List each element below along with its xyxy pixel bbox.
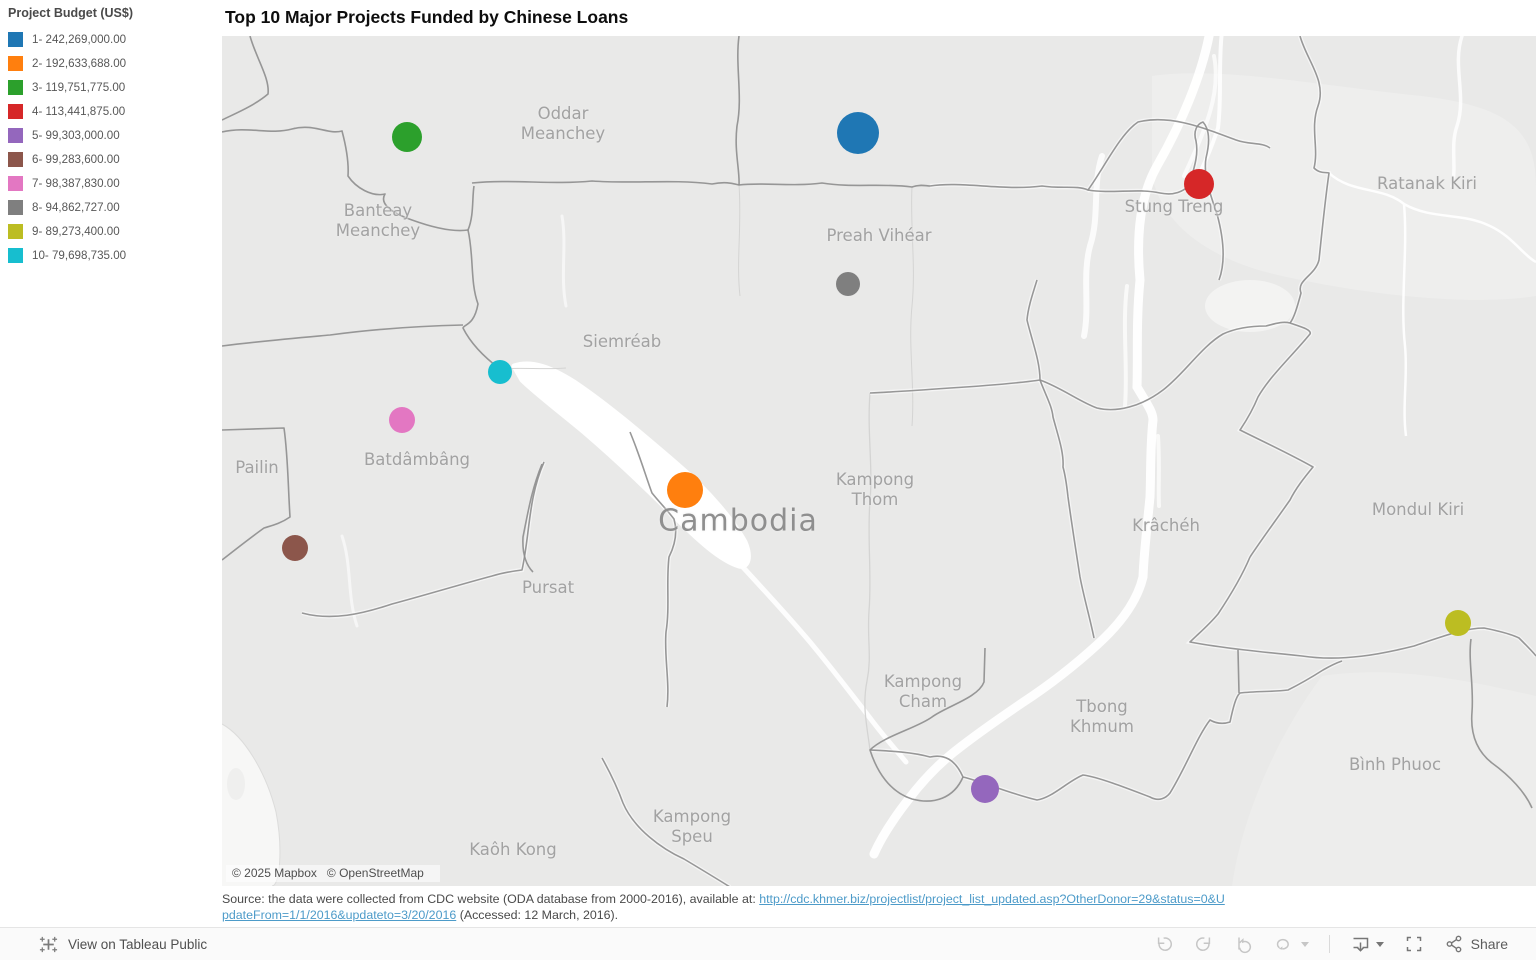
- legend-item[interactable]: 4- 113,441,875.00: [8, 99, 214, 123]
- legend-item-label: 10- 79,698,735.00: [32, 248, 127, 262]
- download-caret-icon: [1375, 941, 1384, 947]
- legend-item-label: 3- 119,751,775.00: [32, 80, 126, 94]
- redo-button[interactable]: [1184, 931, 1224, 957]
- refresh-caret-icon: [1300, 941, 1309, 947]
- tableau-toolbar: View on Tableau Public: [0, 927, 1536, 960]
- legend-swatch: [8, 151, 23, 167]
- legend-item-label: 9- 89,273,400.00: [32, 224, 120, 238]
- legend-item[interactable]: 7- 98,387,830.00: [8, 171, 214, 195]
- project-bubble-rank-8[interactable]: [836, 272, 860, 296]
- legend-swatch: [8, 223, 23, 239]
- legend-item[interactable]: 3- 119,751,775.00: [8, 75, 214, 99]
- legend-swatch: [8, 127, 23, 143]
- refresh-icon: [1276, 938, 1289, 950]
- project-bubble-rank-5[interactable]: [971, 775, 999, 803]
- view-on-tableau-public-button[interactable]: View on Tableau Public: [38, 934, 207, 955]
- province-borders-light: [1328, 172, 1536, 437]
- sea: [222, 724, 280, 886]
- share-label: Share: [1470, 936, 1508, 952]
- legend-item[interactable]: 6- 99,283,600.00: [8, 147, 214, 171]
- legend-item-label: 1- 242,269,000.00: [32, 32, 127, 46]
- fullscreen-button[interactable]: [1394, 931, 1434, 957]
- map-attribution: © 2025 Mapbox © OpenStreetMap: [226, 865, 440, 882]
- legend-swatch: [8, 31, 23, 47]
- share-button[interactable]: Share: [1434, 931, 1518, 957]
- map-canvas[interactable]: Oddar Meanchey Banteay Meanchey Preah Vihé…: [222, 36, 1536, 886]
- legend-item-label: 5- 99,303,000.00: [32, 128, 120, 142]
- toolbar-actions: Share: [1144, 931, 1518, 957]
- legend-item-label: 8- 94,862,727.00: [32, 200, 120, 214]
- basemap-svg: [222, 36, 1536, 886]
- legend-item-label: 4- 113,441,875.00: [32, 104, 126, 118]
- island: [227, 768, 245, 800]
- download-button[interactable]: [1340, 931, 1394, 957]
- legend-title: Project Budget (US$): [8, 6, 134, 20]
- project-bubble-rank-6[interactable]: [282, 535, 308, 561]
- project-bubble-rank-1[interactable]: [837, 112, 879, 154]
- rivers: [340, 36, 1464, 859]
- fullscreen-icon: [1406, 936, 1421, 952]
- download-icon: [1353, 937, 1368, 952]
- source-caption: Source: the data were collected from CDC…: [222, 891, 1227, 923]
- project-bubble-rank-7[interactable]: [389, 407, 415, 433]
- legend-item-label: 7- 98,387,830.00: [32, 176, 120, 190]
- replay-icon: [1237, 937, 1251, 954]
- toolbar-divider: [1328, 935, 1330, 953]
- tableau-logo-icon: [39, 936, 58, 952]
- project-bubble-rank-9[interactable]: [1445, 610, 1471, 636]
- source-link[interactable]: http://cdc.khmer.biz/projectlist/project…: [222, 892, 1225, 922]
- mapbox-attribution-link[interactable]: © 2025 Mapbox: [232, 866, 317, 880]
- legend-item[interactable]: 9- 89,273,400.00: [8, 219, 214, 243]
- project-bubble-rank-4[interactable]: [1184, 169, 1214, 199]
- legend-swatch: [8, 79, 23, 95]
- legend-item[interactable]: 2- 192,633,688.00: [8, 51, 214, 75]
- project-bubble-rank-3[interactable]: [392, 122, 422, 152]
- replay-button[interactable]: [1224, 931, 1264, 957]
- undo-button[interactable]: [1144, 931, 1184, 957]
- share-icon: [1446, 935, 1462, 953]
- legend-item[interactable]: 10- 79,698,735.00: [8, 243, 214, 267]
- project-bubble-rank-2[interactable]: [667, 472, 703, 508]
- page-title: Top 10 Major Projects Funded by Chinese …: [225, 7, 629, 27]
- project-bubble-rank-10[interactable]: [488, 360, 512, 384]
- legend-item-label: 2- 192,633,688.00: [32, 56, 127, 70]
- redo-icon: [1195, 937, 1210, 951]
- legend-item-label: 6- 99,283,600.00: [32, 152, 120, 166]
- legend-swatch: [8, 175, 23, 191]
- undo-icon: [1157, 937, 1172, 951]
- legend-swatch: [8, 55, 23, 71]
- view-on-tableau-public-label: View on Tableau Public: [68, 936, 208, 952]
- terrain-patch: [1152, 73, 1536, 300]
- legend-items: 1- 242,269,000.00 2- 192,633,688.00 3- 119…: [8, 27, 214, 267]
- osm-attribution-link[interactable]: © OpenStreetMap: [326, 866, 424, 880]
- refresh-button[interactable]: [1264, 931, 1319, 957]
- legend-item[interactable]: 5- 99,303,000.00: [8, 123, 214, 147]
- source-text: Source: the data were collected from CDC…: [222, 892, 760, 906]
- legend-swatch: [8, 103, 23, 119]
- tonle-sap-lake: [511, 361, 751, 569]
- terrain-patch: [1232, 672, 1536, 886]
- legend-swatch: [8, 247, 23, 263]
- legend-item[interactable]: 8- 94,862,727.00: [8, 195, 214, 219]
- reservoir: [1205, 280, 1295, 332]
- legend-item[interactable]: 1- 242,269,000.00: [8, 27, 214, 51]
- source-suffix: (Accessed: 12 March, 2016).: [456, 908, 619, 922]
- legend-swatch: [8, 199, 23, 215]
- legend-panel: Project Budget (US$) 1- 242,269,000.00 2-…: [8, 6, 214, 267]
